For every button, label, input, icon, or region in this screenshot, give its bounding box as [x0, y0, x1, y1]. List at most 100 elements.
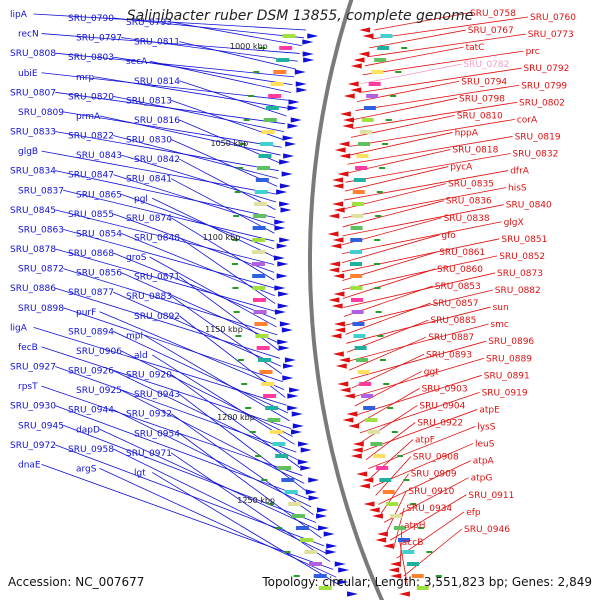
- reverse-gene-arrow: [339, 387, 351, 393]
- left-leader-line: [179, 41, 297, 70]
- annotation-block: [350, 226, 363, 230]
- annotation-block: [263, 118, 277, 122]
- gc-mark: [374, 263, 381, 265]
- gc-mark: [237, 359, 244, 361]
- right-leader-line: [386, 490, 407, 532]
- forward-gene-arrow: [278, 291, 290, 297]
- reverse-gene-arrow: [371, 513, 383, 519]
- gc-mark: [435, 575, 442, 577]
- forward-gene-arrow: [274, 225, 286, 231]
- annotation-block: [273, 70, 287, 74]
- left-gene-label: SRU_0833: [10, 128, 56, 138]
- right-leader-line: [346, 306, 491, 344]
- left-gene-label: SRU_0877: [68, 288, 114, 298]
- forward-gene-arrow: [337, 579, 349, 585]
- left-gene-label: SRU_0865: [76, 190, 122, 200]
- left-gene-label: SRU_0855: [68, 210, 114, 220]
- reverse-gene-arrow: [342, 417, 354, 423]
- reverse-gene-arrow: [332, 201, 344, 207]
- annotation-block: [253, 310, 267, 314]
- annotation-block: [370, 442, 383, 446]
- right-leader-line: [348, 323, 489, 362]
- left-gene-label: SRU_0843: [76, 151, 122, 161]
- annotation-block: [261, 130, 275, 134]
- left-gene-label: SRU_0834: [10, 167, 56, 177]
- annotation-block: [367, 430, 380, 434]
- left-gene-label: SRU_0886: [10, 284, 56, 294]
- reverse-gene-arrow: [346, 411, 358, 417]
- gc-mark: [390, 95, 397, 97]
- right-leader-line: [357, 388, 420, 425]
- left-leader-line: [63, 424, 317, 523]
- right-leader-line: [378, 460, 471, 505]
- left-leader-line: [170, 217, 275, 281]
- left-gene-label: ald: [134, 351, 148, 361]
- forward-gene-arrow: [274, 309, 286, 315]
- left-gene-label: SRU_0944: [68, 406, 114, 416]
- forward-gene-arrow: [288, 99, 300, 105]
- forward-gene-arrow: [285, 141, 297, 147]
- annotation-block: [255, 178, 269, 182]
- left-gene-label: SRU_0816: [134, 116, 180, 126]
- forward-gene-arrow: [338, 567, 350, 573]
- gc-mark: [243, 119, 250, 121]
- gc-mark: [241, 383, 248, 385]
- right-gene-label: SRU_0767: [468, 26, 514, 36]
- reverse-gene-arrow: [362, 33, 374, 39]
- forward-gene-arrow: [280, 207, 292, 213]
- left-leader-line: [33, 13, 307, 31]
- forward-gene-arrow: [325, 549, 337, 555]
- right-leader-line: [350, 340, 487, 380]
- right-leader-line: [375, 456, 412, 496]
- forward-gene-arrow: [276, 273, 288, 279]
- left-gene-label: SRU_0927: [10, 363, 56, 373]
- left-leader-line: [55, 209, 275, 265]
- reverse-gene-arrow: [334, 327, 346, 333]
- right-leader-line: [349, 336, 427, 371]
- left-gene-label: SRU_0822: [68, 132, 114, 142]
- annotation-block: [363, 406, 376, 410]
- right-gene-label: SRU_0882: [495, 286, 541, 296]
- forward-gene-arrow: [281, 171, 293, 177]
- right-gene-label: ggt: [424, 367, 439, 377]
- backbone-arc: [308, 0, 386, 604]
- gc-mark: [232, 239, 239, 241]
- left-gene-label: secA: [126, 57, 148, 67]
- gc-mark: [377, 335, 384, 337]
- gc-mark: [232, 263, 239, 265]
- annotation-block: [355, 166, 368, 170]
- right-leader-line: [358, 67, 522, 94]
- forward-gene-arrow: [308, 477, 320, 483]
- reverse-gene-arrow: [333, 321, 345, 327]
- right-gene-label: dfrA: [510, 167, 530, 177]
- right-leader-line: [342, 204, 504, 237]
- left-leader-line: [55, 131, 279, 172]
- right-gene-label: SRU_0798: [459, 94, 505, 104]
- right-gene-label: SRU_0861: [439, 248, 485, 258]
- annotation-block: [357, 370, 370, 374]
- right-leader-line: [363, 409, 478, 452]
- left-gene-label: SRU_0809: [18, 108, 64, 118]
- annotation-block: [252, 262, 266, 266]
- forward-gene-arrow: [334, 561, 346, 567]
- reverse-gene-arrow: [332, 351, 344, 357]
- gc-mark: [268, 503, 275, 505]
- forward-gene-arrow: [279, 237, 291, 243]
- forward-gene-arrow: [307, 33, 319, 39]
- left-gene-label: SRU_0972: [10, 441, 56, 451]
- annotation-block: [353, 334, 366, 338]
- gc-mark: [249, 431, 256, 433]
- left-leader-lines: [33, 13, 340, 586]
- left-gene-label: SRU_0930: [10, 402, 56, 412]
- left-gene-label: SRU_0943: [134, 390, 180, 400]
- gc-mark: [417, 527, 424, 529]
- reverse-gene-arrow: [342, 123, 354, 129]
- gc-mark: [391, 431, 398, 433]
- reverse-gene-arrow: [333, 291, 345, 297]
- right-gene-label: SRU_0851: [501, 235, 547, 245]
- left-leader-line: [55, 405, 309, 500]
- annotation-block: [253, 214, 267, 218]
- reverse-gene-arrow: [363, 501, 375, 507]
- annotation-block: [353, 178, 366, 182]
- forward-gene-arrow: [283, 363, 295, 369]
